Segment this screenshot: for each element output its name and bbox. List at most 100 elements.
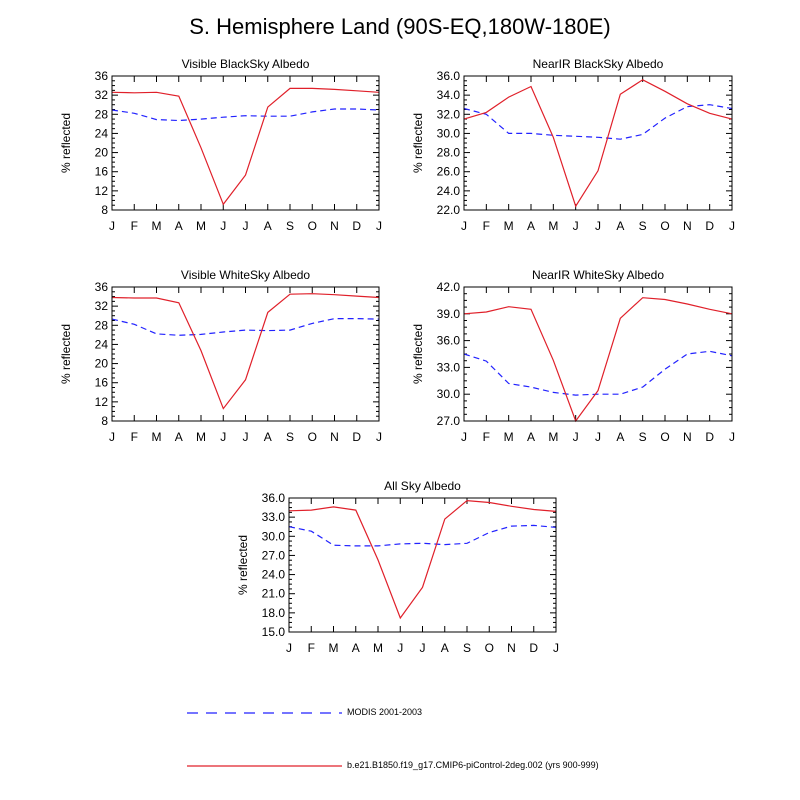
x-tick-label: M	[196, 430, 206, 444]
y-tick-label: 36	[95, 69, 109, 83]
x-tick-label: O	[660, 219, 669, 233]
x-tick-label: M	[196, 219, 206, 233]
x-tick-label: J	[243, 219, 249, 233]
x-tick-label: J	[220, 219, 226, 233]
x-tick-label: A	[616, 219, 624, 233]
x-tick-label: J	[420, 641, 426, 655]
y-axis-label: % reflected	[59, 113, 73, 173]
plot-frame	[288, 497, 557, 633]
x-tick-label: M	[329, 641, 339, 655]
x-tick-label: D	[352, 430, 361, 444]
x-tick-label: S	[286, 430, 294, 444]
x-tick-label: N	[330, 430, 339, 444]
x-tick-label: O	[485, 641, 494, 655]
x-tick-label: J	[573, 430, 579, 444]
y-axis-label: % reflected	[411, 113, 425, 173]
x-tick-label: M	[548, 430, 558, 444]
x-tick-label: J	[220, 430, 226, 444]
x-tick-label: F	[131, 219, 138, 233]
y-tick-label: 27.0	[262, 548, 286, 562]
y-tick-label: 24	[95, 126, 109, 140]
y-tick-label: 32	[95, 299, 109, 313]
plot-frame	[463, 286, 733, 422]
x-tick-label: J	[729, 430, 735, 444]
series-line-model	[288, 499, 557, 620]
x-tick-label: N	[683, 219, 692, 233]
x-tick-label: M	[152, 219, 162, 233]
series-line-modis	[288, 524, 557, 547]
y-tick-label: 30.0	[437, 126, 461, 140]
x-tick-label: J	[553, 641, 559, 655]
x-tick-label: A	[352, 641, 360, 655]
series-line-model	[463, 79, 733, 208]
x-tick-label: S	[286, 219, 294, 233]
y-tick-label: 32.0	[437, 107, 461, 121]
x-tick-label: N	[507, 641, 516, 655]
x-tick-label: F	[308, 641, 315, 655]
x-tick-label: S	[463, 641, 471, 655]
plot-frame	[111, 286, 380, 422]
chart-4: NearIR WhiteSky Albedo % reflected 27.0 30.…	[411, 268, 735, 444]
chart-3: Visible WhiteSky Albedo % reflected 8 12 16 2…	[59, 268, 382, 444]
y-tick-label: 12	[95, 184, 109, 198]
x-tick-label: N	[683, 430, 692, 444]
y-axis-label: % reflected	[411, 324, 425, 384]
x-tick-label: J	[729, 219, 735, 233]
x-tick-label: F	[483, 219, 490, 233]
x-tick-label: A	[264, 219, 272, 233]
y-tick-label: 39.0	[437, 307, 461, 321]
chart-1: Visible BlackSky Albedo % reflected 8 12 16 2…	[59, 57, 382, 233]
x-tick-label: N	[330, 219, 339, 233]
y-tick-label: 16	[95, 376, 109, 390]
x-tick-label: A	[175, 219, 183, 233]
x-tick-label: J	[376, 430, 382, 444]
x-tick-label: J	[109, 219, 115, 233]
y-tick-label: 24.0	[262, 568, 286, 582]
y-tick-label: 22.0	[437, 203, 461, 217]
y-tick-label: 26.0	[437, 165, 461, 179]
x-tick-label: M	[152, 430, 162, 444]
x-tick-label: J	[376, 219, 382, 233]
x-tick-label: A	[175, 430, 183, 444]
plot-frame	[463, 75, 733, 211]
y-tick-label: 27.0	[437, 414, 461, 428]
y-tick-label: 24.0	[437, 184, 461, 198]
x-tick-label: J	[461, 430, 467, 444]
y-tick-label: 36	[95, 280, 109, 294]
chart-title: All Sky Albedo	[384, 479, 461, 493]
x-tick-label: O	[308, 219, 317, 233]
x-tick-label: F	[483, 430, 490, 444]
y-axis-label: % reflected	[59, 324, 73, 384]
x-tick-label: J	[595, 430, 601, 444]
y-tick-label: 28	[95, 318, 109, 332]
x-tick-label: A	[264, 430, 272, 444]
legend-modis-label: MODIS 2001-2003	[347, 707, 423, 717]
legend-model-label: b.e21.B1850.f19_g17.CMIP6-piControl-2deg…	[347, 760, 599, 770]
y-tick-label: 12	[95, 395, 109, 409]
chart-title: Visible BlackSky Albedo	[182, 57, 310, 71]
x-tick-label: J	[595, 219, 601, 233]
x-tick-label: A	[527, 219, 535, 233]
y-tick-label: 33.0	[262, 510, 286, 524]
x-tick-label: M	[504, 430, 514, 444]
x-tick-label: O	[660, 430, 669, 444]
page-title: S. Hemisphere Land (90S-EQ,180W-180E)	[189, 14, 611, 39]
x-tick-label: J	[573, 219, 579, 233]
series-line-model	[111, 293, 380, 410]
x-tick-label: M	[548, 219, 558, 233]
y-tick-label: 36.0	[437, 69, 461, 83]
x-tick-label: M	[373, 641, 383, 655]
x-tick-label: S	[639, 430, 647, 444]
y-tick-label: 33.0	[437, 360, 461, 374]
x-tick-label: J	[109, 430, 115, 444]
x-tick-label: D	[705, 219, 714, 233]
x-tick-label: D	[529, 641, 538, 655]
x-tick-label: D	[352, 219, 361, 233]
y-tick-label: 20	[95, 357, 109, 371]
series-line-model	[111, 87, 380, 206]
chart-title: NearIR BlackSky Albedo	[533, 57, 664, 71]
x-tick-label: D	[705, 430, 714, 444]
y-tick-label: 28.0	[437, 146, 461, 160]
y-axis-label: % reflected	[236, 535, 250, 595]
